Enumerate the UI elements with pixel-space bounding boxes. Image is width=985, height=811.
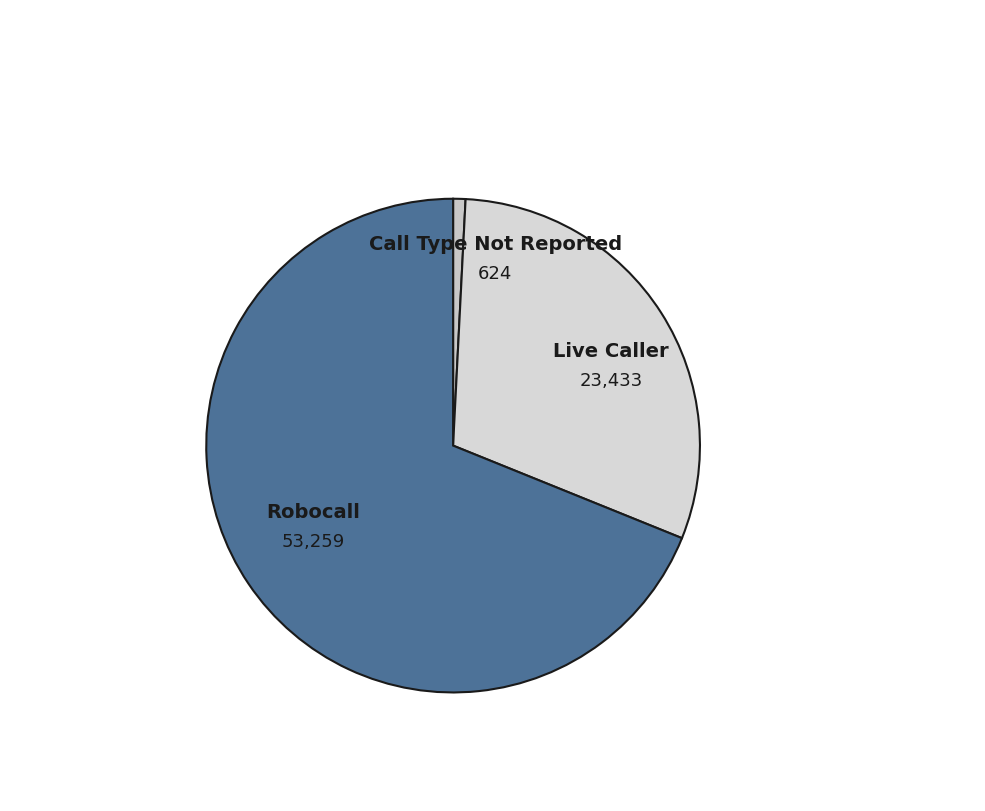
Wedge shape bbox=[206, 200, 682, 693]
Text: Live Caller: Live Caller bbox=[553, 341, 669, 361]
Text: Call Type Not Reported: Call Type Not Reported bbox=[368, 234, 622, 254]
Text: 53,259: 53,259 bbox=[282, 533, 345, 551]
Text: 624: 624 bbox=[478, 265, 512, 283]
Text: Robocall: Robocall bbox=[267, 502, 361, 521]
Wedge shape bbox=[453, 200, 700, 539]
Wedge shape bbox=[453, 200, 466, 446]
Text: 23,433: 23,433 bbox=[579, 372, 642, 390]
